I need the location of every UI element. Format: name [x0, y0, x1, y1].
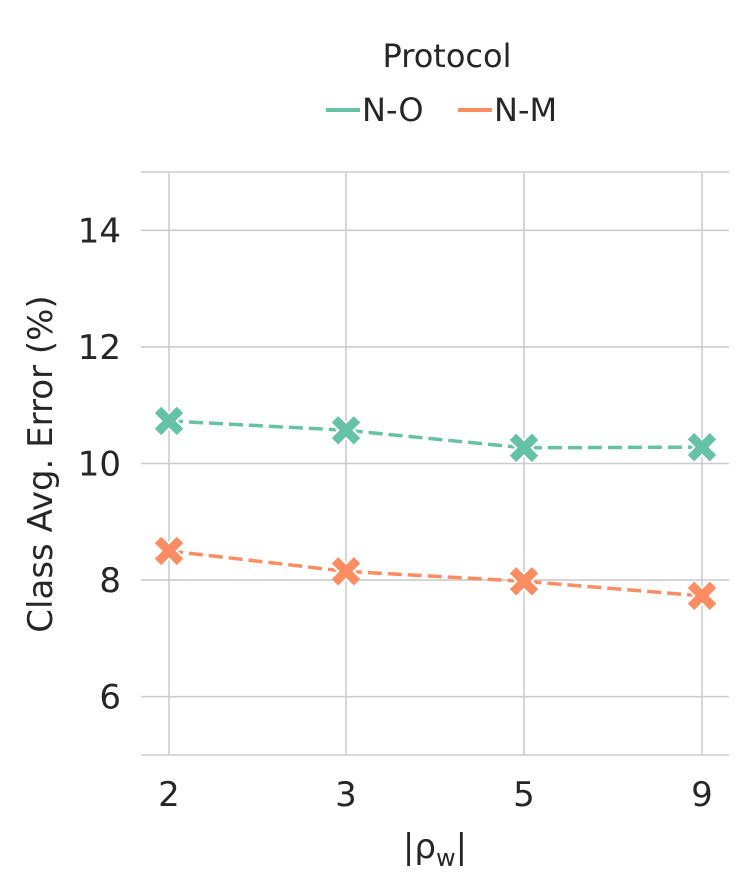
- data-point: [508, 432, 540, 464]
- y-tick-label: 6: [99, 678, 121, 718]
- grid: [141, 171, 729, 756]
- y-tick-label: 12: [78, 328, 121, 368]
- data-point: [508, 565, 540, 597]
- data-point: [686, 431, 718, 463]
- legend-label: N-O: [362, 91, 424, 129]
- y-axis-title: Class Avg. Error (%): [21, 295, 61, 632]
- y-tick-label: 10: [78, 445, 121, 485]
- legend-item-n-m: N-M: [458, 91, 557, 129]
- series-n-m: [153, 535, 718, 612]
- y-tick-label: 8: [99, 561, 121, 601]
- data-point: [153, 535, 185, 567]
- tick-labels: 6 8 10 12 14 2 3 5 9: [78, 211, 713, 815]
- x-tick-label: 2: [158, 775, 180, 815]
- y-tick-label: 14: [78, 211, 121, 251]
- legend-title: Protocol: [383, 37, 512, 75]
- series-line: [168, 419, 703, 450]
- legend-items: N-O N-M: [326, 91, 557, 129]
- series-n-o: [153, 405, 718, 464]
- data-point: [330, 555, 362, 587]
- data-point: [330, 414, 362, 446]
- series-line: [168, 549, 703, 598]
- x-tick-label: 9: [691, 775, 713, 815]
- x-axis-title: |ρw|: [403, 827, 467, 872]
- data-point: [686, 580, 718, 612]
- legend: Protocol N-O N-M: [326, 37, 557, 129]
- legend-label: N-M: [494, 91, 557, 129]
- series-layer: [153, 405, 718, 612]
- x-tick-label: 5: [513, 775, 535, 815]
- data-point: [153, 405, 185, 437]
- legend-item-n-o: N-O: [326, 91, 424, 129]
- x-tick-label: 3: [335, 775, 357, 815]
